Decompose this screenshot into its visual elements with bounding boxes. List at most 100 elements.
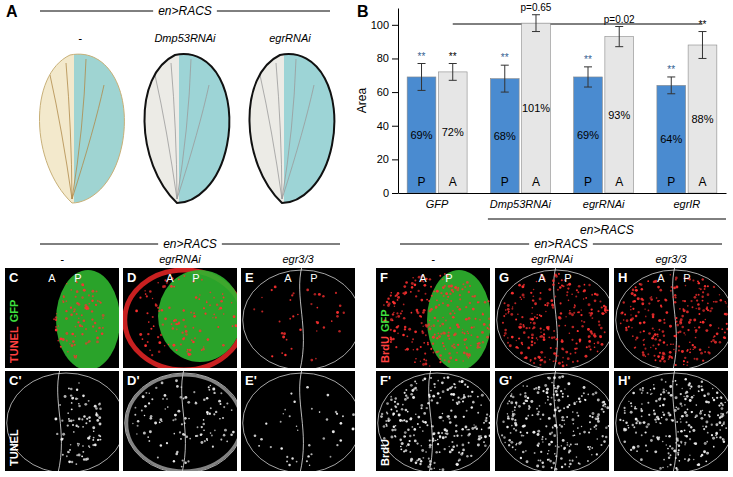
error-bar [418, 64, 426, 91]
panel-letter: C [9, 270, 19, 285]
speckle [458, 380, 460, 382]
compartment-label: A [48, 272, 56, 284]
speckle [567, 287, 569, 289]
panel-letter: F' [380, 373, 391, 388]
speckle [260, 438, 263, 441]
speckle [518, 405, 521, 408]
speckle [540, 356, 541, 357]
speckle [88, 416, 90, 418]
speckle [211, 435, 213, 437]
micrograph-content [125, 270, 237, 368]
disc-rim [127, 375, 237, 471]
speckle [728, 305, 729, 308]
speckle [657, 355, 660, 358]
speckle [553, 434, 556, 437]
speckle [472, 401, 475, 404]
speckle [597, 310, 599, 312]
micrograph [241, 268, 355, 368]
speckle [462, 283, 464, 285]
error-bar [698, 32, 706, 59]
speckle [558, 362, 561, 365]
speckle [525, 356, 528, 359]
speckle [553, 330, 555, 332]
speckle [683, 364, 685, 366]
speckle [62, 300, 64, 302]
speckle [689, 351, 691, 353]
speckle [724, 301, 725, 302]
speckle [141, 410, 143, 412]
speckle [653, 280, 656, 283]
speckle [576, 456, 578, 458]
speckle [182, 319, 185, 322]
speckle [562, 361, 564, 363]
speckle [160, 444, 163, 447]
speckle [183, 275, 185, 277]
speckle [60, 438, 63, 441]
speckle [486, 413, 488, 415]
speckle [151, 354, 153, 356]
speckle [508, 444, 510, 446]
speckle [586, 346, 588, 348]
speckle [704, 351, 706, 353]
speckle [657, 334, 659, 336]
speckle [632, 301, 634, 303]
speckle [526, 327, 528, 329]
speckle [637, 297, 640, 300]
speckle [442, 317, 444, 319]
genotype-label: egrRNAi [269, 32, 311, 44]
speckle [271, 289, 273, 291]
speckle [588, 345, 591, 348]
speckle [675, 279, 677, 281]
speckle [452, 310, 454, 312]
speckle [261, 310, 263, 312]
speckle [452, 291, 454, 293]
speckle [425, 293, 427, 295]
speckle [232, 431, 235, 434]
speckle [233, 315, 236, 318]
speckle [457, 397, 459, 399]
speckle [705, 319, 706, 320]
speckle [704, 285, 706, 287]
speckle [568, 466, 570, 468]
speckle [584, 284, 586, 286]
speckle [55, 326, 57, 328]
speckle [649, 297, 651, 299]
speckle [587, 328, 589, 330]
speckle [527, 415, 529, 417]
speckle [178, 322, 180, 324]
speckle [429, 444, 432, 447]
speckle [460, 453, 463, 456]
speckle [222, 344, 225, 347]
speckle [539, 405, 541, 407]
speckle [380, 415, 383, 418]
speckle [451, 441, 453, 443]
speckle [643, 321, 646, 324]
speckle [471, 427, 474, 430]
speckle [726, 328, 728, 330]
speckle [468, 442, 470, 444]
significance-annotation: p=0.65 [521, 2, 552, 13]
speckle [415, 462, 418, 465]
speckle [96, 419, 99, 422]
speckle [565, 316, 567, 318]
speckle [392, 413, 395, 416]
speckle [184, 422, 186, 424]
speckle [137, 425, 139, 427]
speckle [473, 424, 474, 425]
speckle [173, 433, 175, 435]
speckle [71, 461, 73, 463]
speckle [422, 311, 425, 314]
speckle [65, 317, 68, 320]
speckle [435, 440, 437, 442]
speckle [530, 292, 532, 294]
speckle [558, 376, 561, 379]
speckle [404, 398, 407, 401]
speckle [292, 315, 294, 317]
speckle [72, 340, 75, 343]
speckle [73, 355, 74, 356]
speckle [526, 460, 529, 463]
speckle [447, 389, 450, 392]
speckle [390, 398, 393, 401]
speckle [220, 403, 222, 405]
speckle [465, 306, 467, 308]
